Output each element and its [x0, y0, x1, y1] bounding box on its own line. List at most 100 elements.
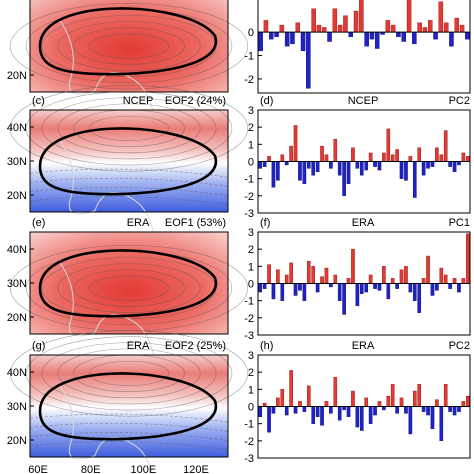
map-dataset-label: ERA	[127, 217, 150, 229]
bar-negative	[302, 161, 307, 185]
bar-negative	[412, 161, 417, 198]
bar-positive	[435, 147, 439, 162]
panel-row-3: 40N 30N 20N (g) ERA EOF2 (25%) 3 2 1 0 -1 -2 -3 (h) ER…	[7, 330, 471, 474]
bar-negative	[395, 406, 399, 414]
lat-label: 40N	[7, 244, 27, 256]
map-panel: 40N 30N 20N (g) ERA EOF2 (25%)	[7, 330, 249, 474]
bar-positive	[443, 274, 448, 284]
y-tick-label: 3	[248, 350, 254, 362]
lat-label: 30N	[7, 401, 27, 413]
pc-panel: 0 -1 -2	[244, 0, 471, 94]
bar-positive	[351, 390, 355, 407]
bar-negative	[375, 31, 380, 49]
y-tick-label: -1	[244, 174, 254, 186]
bar-negative	[329, 161, 333, 169]
bar-negative	[448, 283, 452, 289]
bold-outline	[38, 7, 218, 76]
bar-negative	[271, 161, 276, 188]
lon-label: 120E	[183, 464, 209, 474]
lat-label: 40N	[7, 122, 27, 134]
bar-negative	[284, 31, 290, 47]
bar-positive	[461, 152, 466, 162]
contour-line	[57, 263, 201, 313]
bar-negative	[271, 406, 276, 414]
bar-negative	[346, 406, 351, 418]
bar-negative	[417, 283, 422, 313]
bold-outline	[38, 127, 218, 196]
bar-positive	[353, 10, 359, 33]
contour-line	[41, 342, 217, 405]
bar-negative	[274, 31, 279, 38]
map-panel-label: (c)	[32, 95, 45, 107]
y-tick-label: -1	[244, 51, 254, 63]
bar-positive	[267, 156, 271, 162]
y-tick-label: 0	[248, 157, 254, 169]
bar-negative	[412, 31, 417, 45]
bar-positive	[417, 383, 422, 407]
bar-positive	[324, 401, 329, 407]
contour-line	[89, 360, 169, 386]
bar-negative	[355, 161, 360, 169]
panel-row-1: 40N 30N 20N (c) NCEP EOF2 (24%) 3 2 1 0 -1 -2 -3 (d) N…	[7, 85, 471, 241]
bar-positive	[267, 264, 271, 284]
map-panel: 40N 30N 20N (e) ERA EOF1 (53%)	[7, 217, 249, 363]
bar-negative	[386, 283, 391, 300]
bar-negative	[373, 161, 377, 167]
bar-negative	[329, 283, 333, 288]
bar-negative	[342, 406, 346, 411]
bar-positive	[465, 156, 470, 162]
bar-negative	[435, 283, 439, 291]
pc-panel-label: (f)	[260, 217, 270, 229]
bar-negative	[412, 283, 417, 301]
bar-positive	[390, 24, 396, 33]
contour-line	[57, 103, 201, 154]
y-tick-label: -1	[244, 419, 254, 431]
bar-positive	[399, 269, 404, 284]
bar-positive	[386, 128, 391, 162]
bar-positive	[298, 401, 302, 407]
lat-label: 20N	[7, 312, 27, 324]
bar-positive	[465, 233, 470, 284]
map-dataset-label: ERA	[127, 340, 150, 352]
bar-negative	[449, 31, 454, 47]
bar-negative	[448, 161, 452, 167]
pc-dataset-label: ERA	[352, 217, 375, 229]
contour-line	[9, 244, 249, 332]
y-tick-label: 3	[248, 105, 254, 117]
y-tick-label: 2	[248, 122, 254, 134]
bar-negative	[408, 283, 413, 293]
bar-positive	[439, 267, 444, 284]
bar-positive	[322, 27, 327, 33]
y-tick-label: 2	[248, 367, 254, 379]
bar-positive	[324, 267, 329, 284]
bar-negative	[258, 283, 263, 293]
bar-positive	[280, 389, 285, 407]
bar-negative	[280, 283, 285, 301]
bar-negative	[355, 283, 360, 307]
bar-positive	[454, 17, 460, 33]
map-panel-label: (e)	[32, 217, 45, 229]
bar-negative	[337, 283, 342, 301]
bar-negative	[293, 283, 298, 296]
lat-label: 20N	[7, 70, 27, 82]
bar-positive	[386, 396, 391, 407]
pc-panel-label: (d)	[260, 95, 273, 107]
bar-negative	[320, 406, 324, 426]
coastline	[59, 20, 156, 121]
bar-negative	[302, 406, 307, 412]
bar-positive	[452, 278, 457, 284]
bar-negative	[364, 161, 369, 171]
bar-negative	[306, 31, 311, 89]
bar-positive	[311, 266, 316, 284]
lon-label: 80E	[81, 464, 101, 474]
bar-negative	[457, 283, 461, 293]
bar-negative	[302, 283, 307, 301]
bar-negative	[337, 406, 342, 421]
bar-positive	[276, 397, 280, 407]
map-panel: 20N	[7, 0, 249, 121]
bar-positive	[343, 15, 348, 33]
bar-negative	[373, 283, 377, 289]
bar-negative	[271, 283, 276, 300]
bar-negative	[284, 406, 289, 416]
bar-negative	[262, 283, 267, 289]
